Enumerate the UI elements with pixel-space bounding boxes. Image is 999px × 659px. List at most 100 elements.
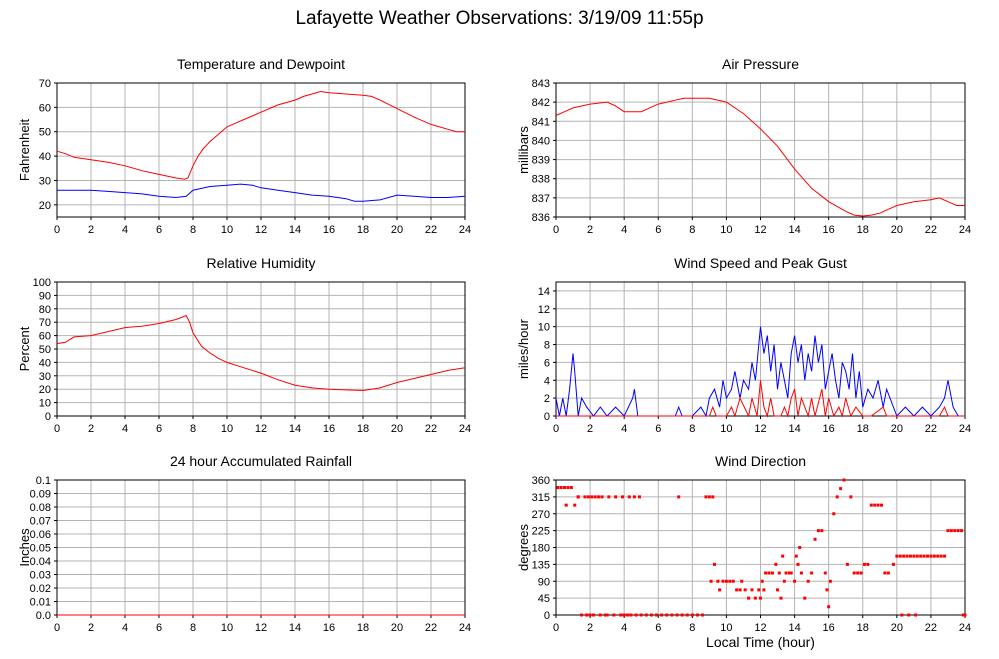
x-tick-label: 8 xyxy=(190,224,196,236)
scatter-point xyxy=(590,495,594,499)
y-tick-label: 0 xyxy=(544,610,550,622)
scatter-point xyxy=(564,503,568,507)
y-tick-label: 315 xyxy=(532,492,550,504)
scatter-point xyxy=(770,571,774,575)
y-tick-label: 225 xyxy=(532,526,550,538)
scatter-point xyxy=(796,562,800,566)
series-line-0 xyxy=(555,97,965,217)
scatter-point xyxy=(743,588,747,592)
scatter-point xyxy=(842,478,846,482)
x-tick-label: 20 xyxy=(391,224,403,236)
x-tick-label: 20 xyxy=(891,423,903,435)
scatter-point xyxy=(839,487,843,491)
y-tick-label: 8 xyxy=(544,340,550,352)
scatter-point xyxy=(912,554,916,558)
scatter-point xyxy=(695,613,699,617)
scatter-point xyxy=(845,562,849,566)
scatter-point xyxy=(787,571,791,575)
y-tick-label: 4 xyxy=(544,375,550,387)
scatter-point xyxy=(677,495,681,499)
scatter-point xyxy=(960,529,964,533)
y-tick-label: 180 xyxy=(532,543,550,555)
y-tick-label: 838 xyxy=(532,174,550,186)
x-tick-label: 2 xyxy=(587,224,593,236)
scatter-point xyxy=(759,596,762,600)
x-tick-label: 20 xyxy=(891,622,903,634)
y-tick-label: 0.06 xyxy=(30,529,51,541)
scatter-point xyxy=(603,613,607,617)
x-tick-label: 14 xyxy=(788,423,800,435)
y-tick-label: 0 xyxy=(45,411,51,423)
scatter-point xyxy=(735,588,739,592)
scatter-point xyxy=(675,613,679,617)
y-tick-label: 837 xyxy=(532,193,550,205)
scatter-point xyxy=(614,495,618,499)
scatter-point xyxy=(820,529,824,533)
scatter-point xyxy=(622,613,626,617)
x-tick-label: 22 xyxy=(925,423,937,435)
y-tick-label: 40 xyxy=(39,357,51,369)
scatter-point xyxy=(823,571,827,575)
scatter-point xyxy=(764,571,768,575)
scatter-point xyxy=(629,613,633,617)
scatter-point xyxy=(701,613,705,617)
scatter-point xyxy=(632,495,636,499)
chart-title: Wind Speed and Peak Gust xyxy=(674,255,847,271)
scatter-point xyxy=(779,596,783,600)
x-tick-label: 20 xyxy=(391,423,403,435)
scatter-point xyxy=(879,503,883,507)
scatter-point xyxy=(634,613,638,617)
scatter-point xyxy=(740,579,744,583)
x-tick-label: 8 xyxy=(190,622,196,634)
y-axis-label: miles/hour xyxy=(516,318,531,379)
scatter-point xyxy=(799,571,803,575)
scatter-point xyxy=(949,529,953,533)
y-tick-label: 6 xyxy=(544,357,550,369)
y-tick-label: 12 xyxy=(538,304,550,316)
y-tick-label: 135 xyxy=(532,559,550,571)
scatter-point xyxy=(794,554,798,558)
x-tick-label: 12 xyxy=(754,423,766,435)
y-tick-label: 0.07 xyxy=(30,516,51,528)
x-tick-label: 12 xyxy=(255,224,267,236)
x-tick-label: 22 xyxy=(425,622,437,634)
scatter-point xyxy=(597,495,601,499)
scatter-point xyxy=(813,537,817,541)
y-tick-label: 20 xyxy=(39,200,51,212)
series-line-0 xyxy=(56,90,465,180)
y-tick-label: 50 xyxy=(39,344,51,356)
scatter-point xyxy=(591,613,595,617)
x-tick-label: 0 xyxy=(54,622,60,634)
scatter-point xyxy=(919,554,923,558)
y-tick-label: 20 xyxy=(39,384,51,396)
scatter-point xyxy=(898,554,902,558)
scatter-point xyxy=(776,588,780,592)
scatter-point xyxy=(718,588,722,592)
x-tick-label: 0 xyxy=(54,224,60,236)
scatter-point xyxy=(963,613,967,617)
scatter-point xyxy=(576,495,580,499)
y-tick-label: 10 xyxy=(538,322,550,334)
y-axis-label: Inches xyxy=(17,528,32,567)
x-tick-label: 6 xyxy=(156,224,162,236)
scatter-point xyxy=(862,562,866,566)
x-tick-label: 10 xyxy=(720,423,732,435)
scatter-point xyxy=(760,579,764,583)
x-tick-label: 16 xyxy=(323,224,335,236)
scatter-point xyxy=(852,571,856,575)
scatter-point xyxy=(612,613,616,617)
y-tick-label: 50 xyxy=(39,127,51,139)
chart-title: Air Pressure xyxy=(722,56,799,72)
y-tick-label: 360 xyxy=(532,475,550,487)
scatter-point xyxy=(583,495,587,499)
scatter-point xyxy=(747,596,751,600)
scatter-point xyxy=(798,546,802,549)
x-tick-label: 18 xyxy=(857,423,869,435)
x-tick-label: 12 xyxy=(255,423,267,435)
scatter-point xyxy=(753,596,757,600)
y-tick-label: 841 xyxy=(532,116,550,128)
series-line-0 xyxy=(56,314,466,392)
